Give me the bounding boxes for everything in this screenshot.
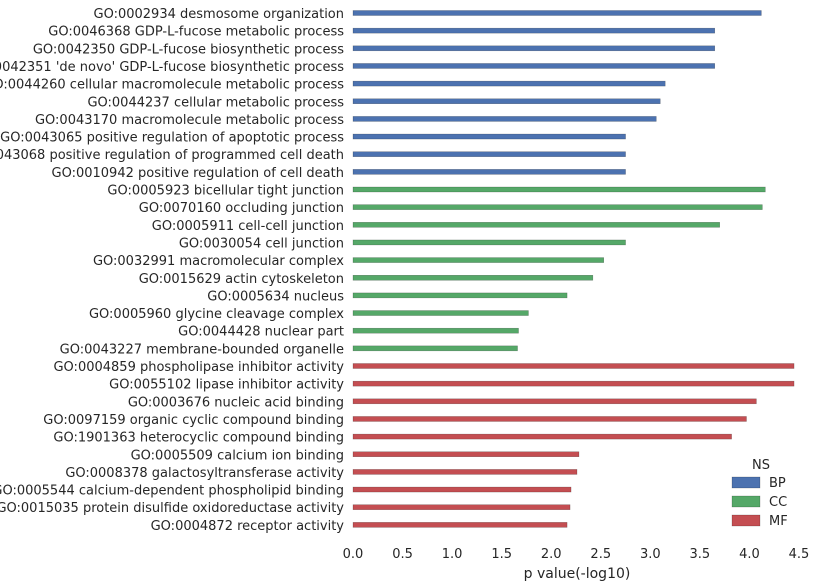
category-label: GO:0005634 nucleus [207,289,344,304]
x-tick-label: 3.5 [690,547,711,562]
bar-mf [352,398,757,405]
category-label: GO:0042350 GDP-L-fucose biosynthetic pro… [33,42,344,57]
category-label: GO:0005911 cell-cell junction [152,219,344,234]
bar-cc [352,310,529,316]
bar-cc [352,222,720,228]
x-axis-title: p value(-log10) [524,566,631,582]
legend-label-bp: BP [769,476,786,491]
category-label: GO:0044237 cellular metabolic process [87,95,344,110]
bar-bp [352,116,657,122]
bar-mf [352,522,568,528]
x-tick-label: 1.5 [491,547,512,562]
bar-bp [352,10,762,16]
category-labels: GO:0002934 desmosome organization GO:0046… [0,7,344,534]
category-label: GO:0046368 GDP-L-fucose metabolic proces… [48,25,344,40]
category-label: GO:0003676 nucleic acid binding [128,395,344,410]
bar-bp [352,133,626,140]
bar-cc [352,327,519,334]
legend: NS BP CC MF [731,458,788,529]
bar-mf [352,504,571,510]
legend-label-mf: MF [769,514,788,529]
category-label: GO:0044260 cellular macromolecule metabo… [0,78,344,93]
bar-cc [352,292,568,299]
bar-cc [352,345,518,352]
category-label: GO:0008378 galactosyltransferase activit… [65,466,344,481]
bar-cc [352,275,594,281]
bar-mf [352,380,795,387]
category-label: GO:0015629 actin cytoskeleton [139,272,344,287]
bar-bp [352,80,666,87]
bar-mf [352,363,795,369]
category-label: GO:0015035 protein disulfide oxidoreduct… [0,501,344,516]
bar-mf [352,469,578,475]
x-tick-label: 2.5 [590,547,611,562]
x-axis-ticks: 0.0 0.5 1.0 1.5 2.0 2.5 3.0 3.5 4.0 4.5 [343,547,810,562]
bar-mf [352,451,580,457]
category-label: GO:0043065 positive regulation of apopto… [0,131,344,146]
category-label: GO:0043170 macromolecule metabolic proce… [35,113,344,128]
category-label: GO:0043068 positive regulation of progra… [0,148,344,163]
bar-cc [352,239,626,246]
legend-title: NS [752,458,770,473]
category-label: GO:0044428 nuclear part [178,325,344,340]
category-label: GO:0005923 bicellular tight junction [107,184,344,199]
bar-bp [352,27,716,34]
bar-bp [352,45,716,52]
bar-bp [352,169,626,175]
category-label: GO:0042351 'de novo' GDP-L-fucose biosyn… [0,60,344,75]
bar-mf [352,486,572,493]
category-label: GO:0030054 cell junction [179,236,344,251]
category-label: GO:0005509 calcium ion binding [131,448,344,463]
x-tick-label: 0.5 [392,547,413,562]
bar-cc [352,186,766,193]
bars [352,10,795,528]
bar-bp [352,63,716,69]
category-label: GO:0070160 occluding junction [139,201,344,216]
bar-mf [352,416,747,422]
x-tick-label: 4.5 [789,547,810,562]
bar-cc [352,204,763,210]
bar-mf [352,433,732,440]
category-label: GO:0004872 receptor activity [151,519,345,534]
category-label: GO:0010942 positive regulation of cell d… [52,166,345,181]
bar-cc [352,257,605,263]
category-label: GO:0097159 organic cyclic compound bindi… [43,413,344,428]
x-tick-label: 2.0 [541,547,562,562]
category-label: GO:0004859 phospholipase inhibitor activ… [53,360,344,375]
x-tick-label: 0.0 [343,547,364,562]
bar-bp [352,98,661,104]
category-label: GO:0043227 membrane-bounded organelle [60,342,344,357]
x-tick-label: 4.0 [739,547,760,562]
category-label: GO:1901363 heterocyclic compound binding [53,431,344,446]
legend-label-cc: CC [769,495,787,510]
x-tick-label: 3.0 [640,547,661,562]
category-label: GO:0032991 macromolecular complex [93,254,344,269]
bar-bp [352,151,626,157]
category-label: GO:0005544 calcium-dependent phospholipi… [0,484,344,499]
category-label: GO:0005960 glycine cleavage complex [89,307,344,322]
x-tick-label: 1.0 [442,547,463,562]
legend-swatch-bp [731,476,761,489]
category-label: GO:0002934 desmosome organization [94,7,344,22]
legend-swatch-cc [731,495,761,508]
category-label: GO:0055102 lipase inhibitor activity [109,378,344,393]
legend-swatch-mf [731,514,761,527]
